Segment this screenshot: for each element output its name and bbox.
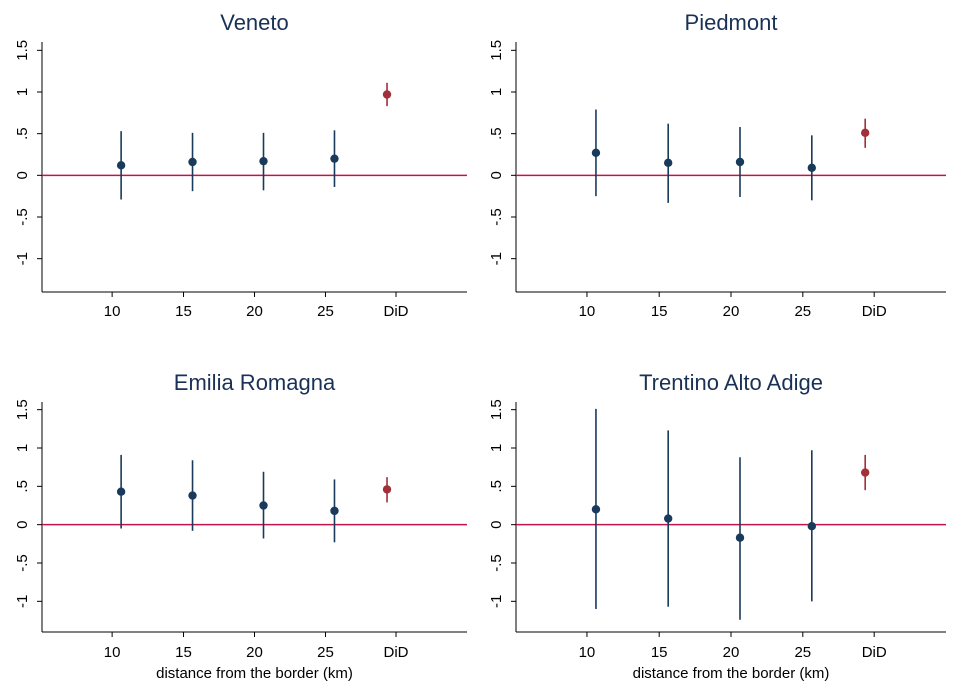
x-tick-label: 10	[579, 303, 596, 320]
x-tick-label: 15	[651, 644, 668, 661]
estimate-point	[116, 487, 126, 496]
y-tick-label: .5	[14, 480, 31, 493]
chart-panel: Trentino Alto Adige -1 -.5 0 .5 1 1.5 10 15 20 25 D…	[488, 370, 946, 682]
x-tick-label: DiD	[384, 303, 409, 320]
y-tick-label: 1.5	[14, 399, 31, 420]
did-estimate-point	[860, 468, 870, 477]
y-tick-label: -.5	[488, 554, 505, 572]
y-tick-label: 1.5	[488, 399, 505, 420]
x-tick-label: 15	[175, 303, 192, 320]
x-tick-label: 25	[794, 644, 811, 661]
did-estimate-point	[382, 90, 392, 99]
x-axis-title: distance from the border (km)	[633, 665, 830, 682]
estimate-point	[663, 158, 673, 168]
x-tick-label: 20	[246, 644, 263, 661]
y-tick-label: -.5	[488, 208, 505, 226]
x-tick-label: 10	[104, 303, 121, 320]
x-tick-label: 15	[175, 644, 192, 661]
y-tick-label: 1	[14, 88, 31, 96]
chart-title: Trentino Alto Adige	[639, 370, 823, 395]
y-tick-label: 1.5	[488, 40, 505, 61]
estimate-point	[330, 154, 339, 163]
chart-title: Emilia Romagna	[174, 370, 336, 395]
x-tick-label: 20	[723, 303, 740, 320]
chart-title: Piedmont	[685, 10, 778, 35]
estimate-point	[807, 163, 817, 173]
estimate-point	[735, 533, 745, 542]
y-tick-label: .5	[488, 480, 505, 493]
x-axis-title: distance from the border (km)	[156, 665, 353, 682]
y-tick-label: 1	[488, 88, 505, 96]
y-tick-label: 0	[14, 171, 31, 179]
estimate-point	[116, 161, 126, 170]
y-tick-label: -1	[14, 595, 31, 608]
did-estimate-point	[382, 485, 392, 494]
chart-panel: Emilia Romagna -1 -.5 0 .5 1 1.5 10 15 20 25 DiD dis…	[14, 370, 467, 682]
y-tick-label: 1.5	[14, 40, 31, 61]
x-tick-label: DiD	[384, 644, 409, 661]
chart-panel: Veneto -1 -.5 0 .5 1 1.5 10 15 20 25 DiD	[14, 10, 467, 320]
x-tick-label: 15	[651, 303, 668, 320]
estimate-point	[259, 501, 268, 510]
estimate-point	[188, 157, 197, 167]
x-tick-label: 20	[246, 303, 263, 320]
estimate-point	[591, 148, 601, 158]
x-tick-label: 25	[317, 303, 334, 320]
x-tick-label: 25	[317, 644, 334, 661]
y-tick-label: 0	[488, 520, 505, 528]
x-tick-label: 10	[104, 644, 121, 661]
estimate-point	[188, 491, 197, 500]
y-tick-label: 1	[14, 444, 31, 452]
estimate-point	[591, 505, 601, 514]
chart-title: Veneto	[220, 10, 289, 35]
x-tick-label: DiD	[862, 644, 887, 661]
estimate-point	[330, 506, 339, 516]
x-tick-label: 10	[579, 644, 596, 661]
y-tick-label: -.5	[14, 208, 31, 226]
y-tick-label: -1	[14, 252, 31, 265]
x-tick-label: DiD	[862, 303, 887, 320]
y-tick-label: -1	[488, 252, 505, 265]
y-tick-label: -1	[488, 595, 505, 608]
x-tick-label: 20	[723, 644, 740, 661]
y-tick-label: .5	[14, 127, 31, 140]
did-estimate-point	[860, 128, 870, 138]
y-tick-label: -.5	[14, 554, 31, 572]
y-tick-label: 0	[488, 171, 505, 179]
x-tick-label: 25	[794, 303, 811, 320]
estimate-point	[807, 522, 817, 531]
estimate-point	[735, 157, 745, 167]
estimate-point	[663, 514, 673, 523]
chart-panel: Piedmont -1 -.5 0 .5 1 1.5 10 15 20 25 DiD	[488, 10, 946, 320]
y-tick-label: .5	[488, 127, 505, 140]
estimate-point	[259, 156, 268, 166]
y-tick-label: 1	[488, 444, 505, 452]
y-tick-label: 0	[14, 520, 31, 528]
